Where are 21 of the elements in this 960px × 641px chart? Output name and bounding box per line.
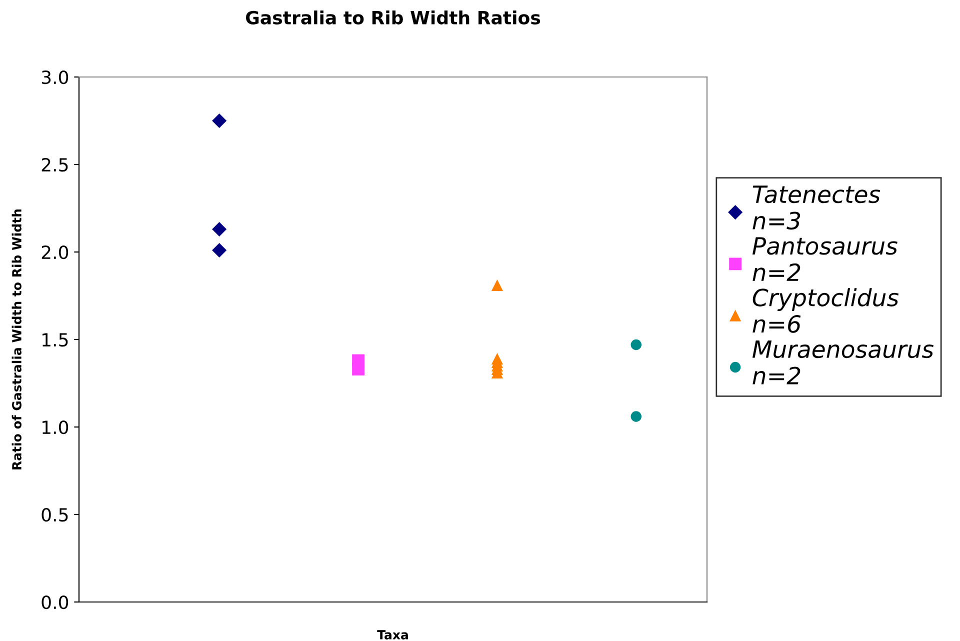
point	[212, 242, 227, 258]
y-tick-label: 2.0	[42, 245, 68, 260]
y-tick-label: 1.0	[42, 420, 68, 434]
point	[630, 339, 642, 350]
y-tick-label: 0.0	[42, 595, 68, 610]
point	[212, 113, 227, 128]
y-tick-label: 1.5	[42, 333, 68, 347]
legend-label: Muraenosaurus n=2	[752, 340, 934, 384]
x-axis-title: Taxa	[377, 630, 408, 640]
point	[491, 279, 504, 292]
chart-title: Gastralia to Rib Width Ratios	[246, 10, 540, 24]
y-tick-label: 3.0	[42, 70, 68, 84]
legend-label: Cryptoclidus n=6	[752, 288, 899, 333]
y-tick-label: 2.5	[42, 158, 68, 172]
legend-label: Tatenectes n=3	[752, 186, 880, 230]
legend-label: Pantosaurus n=2	[752, 237, 898, 281]
point	[630, 411, 642, 422]
y-axis-title: Ratio of Gastralia Width to Rib Width	[12, 209, 22, 470]
point	[352, 363, 364, 376]
point	[212, 222, 227, 237]
y-tick-label: 0.5	[42, 508, 68, 522]
